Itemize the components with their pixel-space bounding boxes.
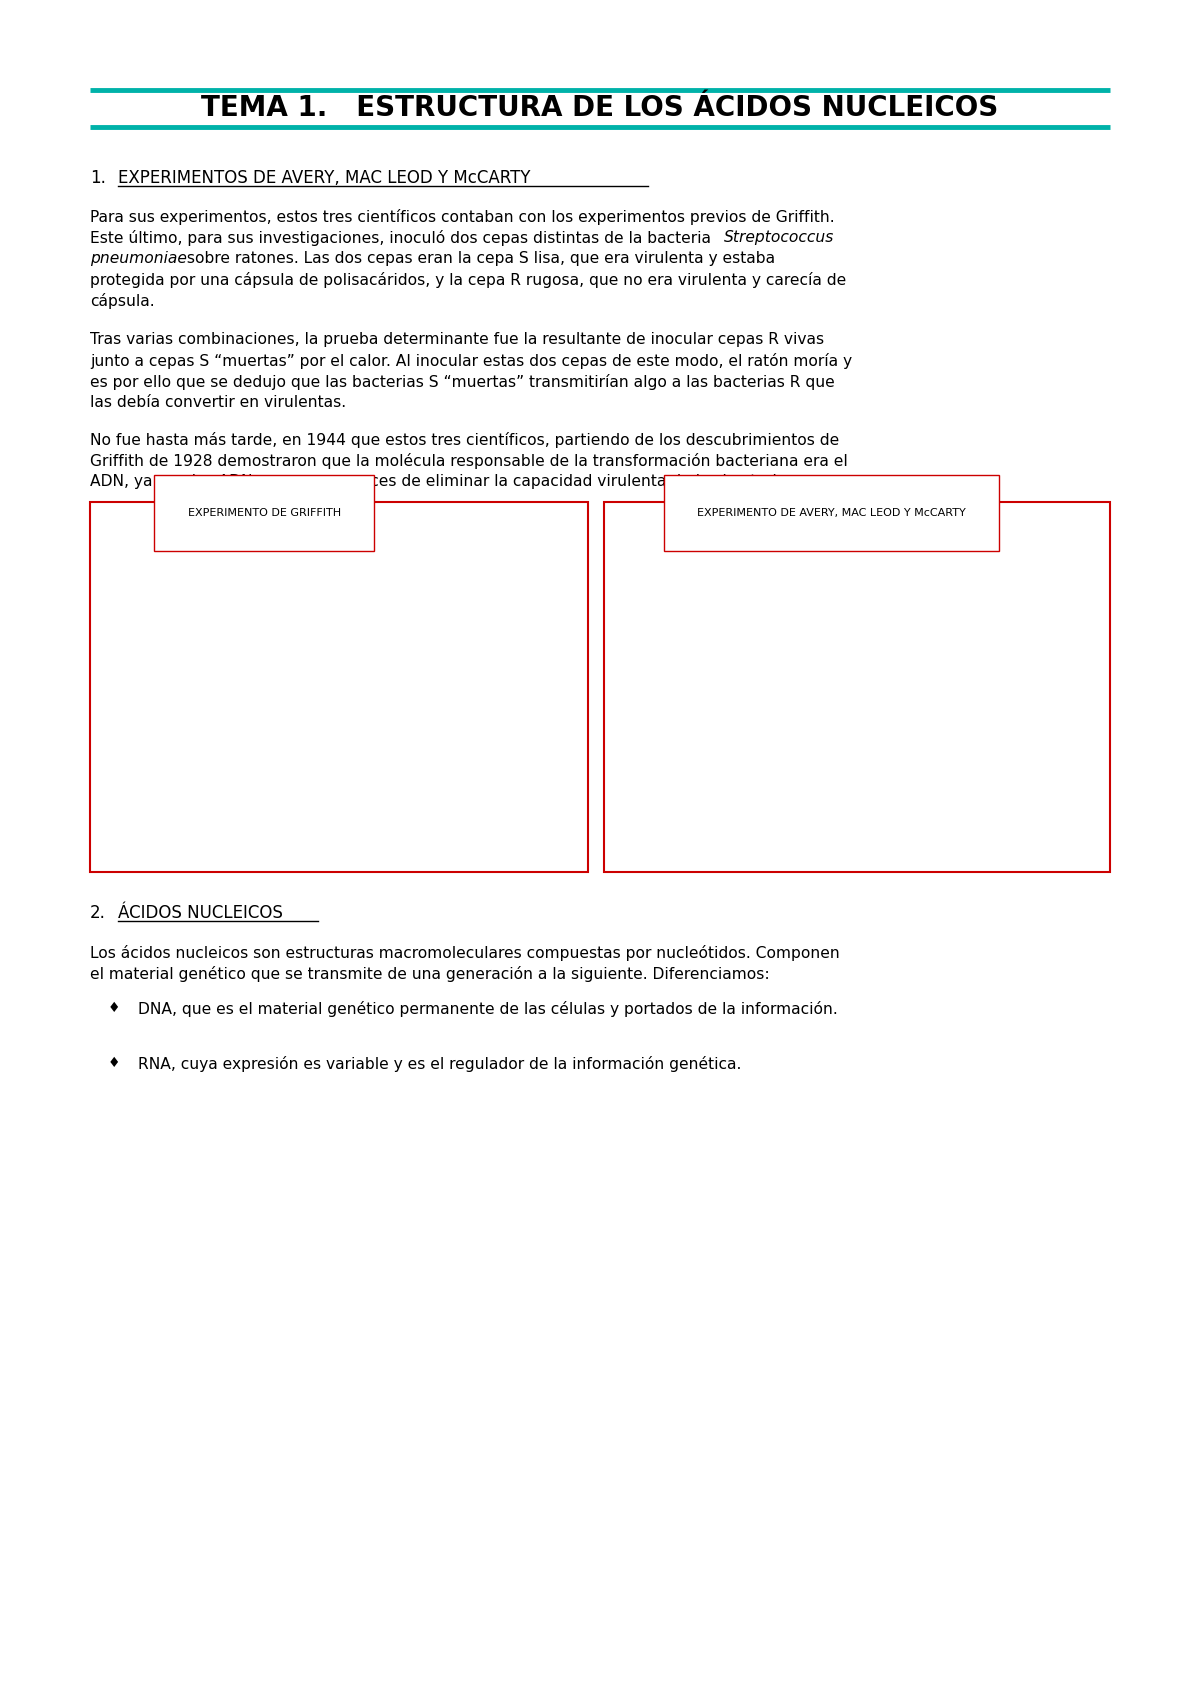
Text: ♦: ♦	[108, 1001, 120, 1015]
Text: sobre ratones. Las dos cepas eran la cepa S lisa, que era virulenta y estaba: sobre ratones. Las dos cepas eran la cep…	[182, 251, 775, 266]
Text: 1.: 1.	[90, 170, 106, 187]
Text: DNA, que es el material genético permanente de las células y portados de la info: DNA, que es el material genético permane…	[138, 1001, 838, 1017]
Text: es por ello que se dedujo que las bacterias S “muertas” transmitirían algo a las: es por ello que se dedujo que las bacter…	[90, 373, 835, 390]
Text: Streptococcus: Streptococcus	[724, 231, 834, 244]
Text: el material genético que se transmite de una generación a la siguiente. Diferenc: el material genético que se transmite de…	[90, 966, 769, 983]
Text: Tras varias combinaciones, la prueba determinante fue la resultante de inocular : Tras varias combinaciones, la prueba det…	[90, 333, 824, 346]
Text: las debía convertir en virulentas.: las debía convertir en virulentas.	[90, 395, 346, 411]
Text: TEMA 1.   ESTRUCTURA DE LOS ÁCIDOS NUCLEICOS: TEMA 1. ESTRUCTURA DE LOS ÁCIDOS NUCLEIC…	[202, 95, 998, 122]
Text: ÁCIDOS NUCLEICOS: ÁCIDOS NUCLEICOS	[118, 905, 283, 921]
Text: EXPERIMENTO DE AVERY, MAC LEOD Y McCARTY: EXPERIMENTO DE AVERY, MAC LEOD Y McCARTY	[697, 507, 966, 518]
Text: EXPERIMENTOS DE AVERY, MAC LEOD Y McCARTY: EXPERIMENTOS DE AVERY, MAC LEOD Y McCART…	[118, 170, 530, 187]
Text: No fue hasta más tarde, en 1944 que estos tres científicos, partiendo de los des: No fue hasta más tarde, en 1944 que esto…	[90, 433, 839, 448]
Text: junto a cepas S “muertas” por el calor. Al inocular estas dos cepas de este modo: junto a cepas S “muertas” por el calor. …	[90, 353, 852, 368]
Text: ADN, ya que las ADNasas eran capaces de eliminar la capacidad virulenta de las b: ADN, ya que las ADNasas eran capaces de …	[90, 473, 799, 489]
Bar	[90, 502, 588, 872]
Text: EXPERIMENTO DE GRIFFITH: EXPERIMENTO DE GRIFFITH	[187, 507, 341, 518]
Bar	[604, 502, 1110, 872]
Text: Para sus experimentos, estos tres científicos contaban con los experimentos prev: Para sus experimentos, estos tres cientí…	[90, 209, 835, 226]
Text: Los ácidos nucleicos son estructuras macromoleculares compuestas por nucleótidos: Los ácidos nucleicos son estructuras mac…	[90, 945, 840, 961]
Text: protegida por una cápsula de polisacáridos, y la cepa R rugosa, que no era virul: protegida por una cápsula de polisacárid…	[90, 272, 846, 288]
Text: ♦: ♦	[108, 1056, 120, 1071]
Text: Este último, para sus investigaciones, inoculó dos cepas distintas de la bacteri: Este último, para sus investigaciones, i…	[90, 231, 716, 246]
Text: 2.: 2.	[90, 905, 106, 921]
Text: pneumoniae: pneumoniae	[90, 251, 187, 266]
Text: cápsula.: cápsula.	[90, 294, 155, 309]
Text: Griffith de 1928 demostraron que la molécula responsable de la transformación ba: Griffith de 1928 demostraron que la molé…	[90, 453, 847, 468]
Text: RNA, cuya expresión es variable y es el regulador de la información genética.: RNA, cuya expresión es variable y es el …	[138, 1056, 742, 1073]
